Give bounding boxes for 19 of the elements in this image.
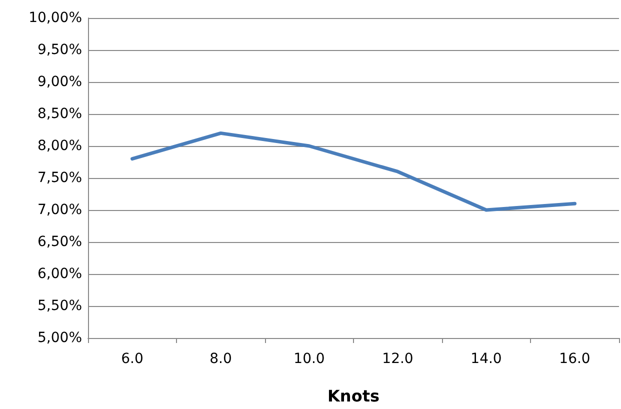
x-tick-label: 16.0 — [559, 351, 590, 367]
x-tick-label: 14.0 — [470, 351, 502, 367]
x-tick-label: 8.0 — [210, 351, 232, 367]
y-tick-label: 6,00% — [38, 266, 82, 282]
y-tick-label: 5,50% — [38, 298, 82, 314]
y-tick-label: 10,00% — [28, 10, 82, 26]
x-axis-title: Knots — [328, 386, 380, 406]
x-tick-label: 12.0 — [382, 351, 414, 367]
y-tick-label: 6,50% — [38, 234, 82, 250]
y-tick-label: 7,50% — [38, 170, 82, 186]
x-tick-label: 10.0 — [294, 351, 325, 367]
y-tick-label: 8,00% — [38, 138, 82, 154]
y-tick-label: 9,50% — [38, 42, 82, 58]
y-tick-label: 8,50% — [38, 106, 82, 122]
y-tick-label: 7,00% — [38, 202, 82, 218]
y-tick-label: 9,00% — [38, 74, 82, 90]
line-series — [130, 131, 576, 212]
y-tick-label: 5,00% — [38, 330, 82, 346]
x-tick-label: 6.0 — [121, 351, 144, 367]
